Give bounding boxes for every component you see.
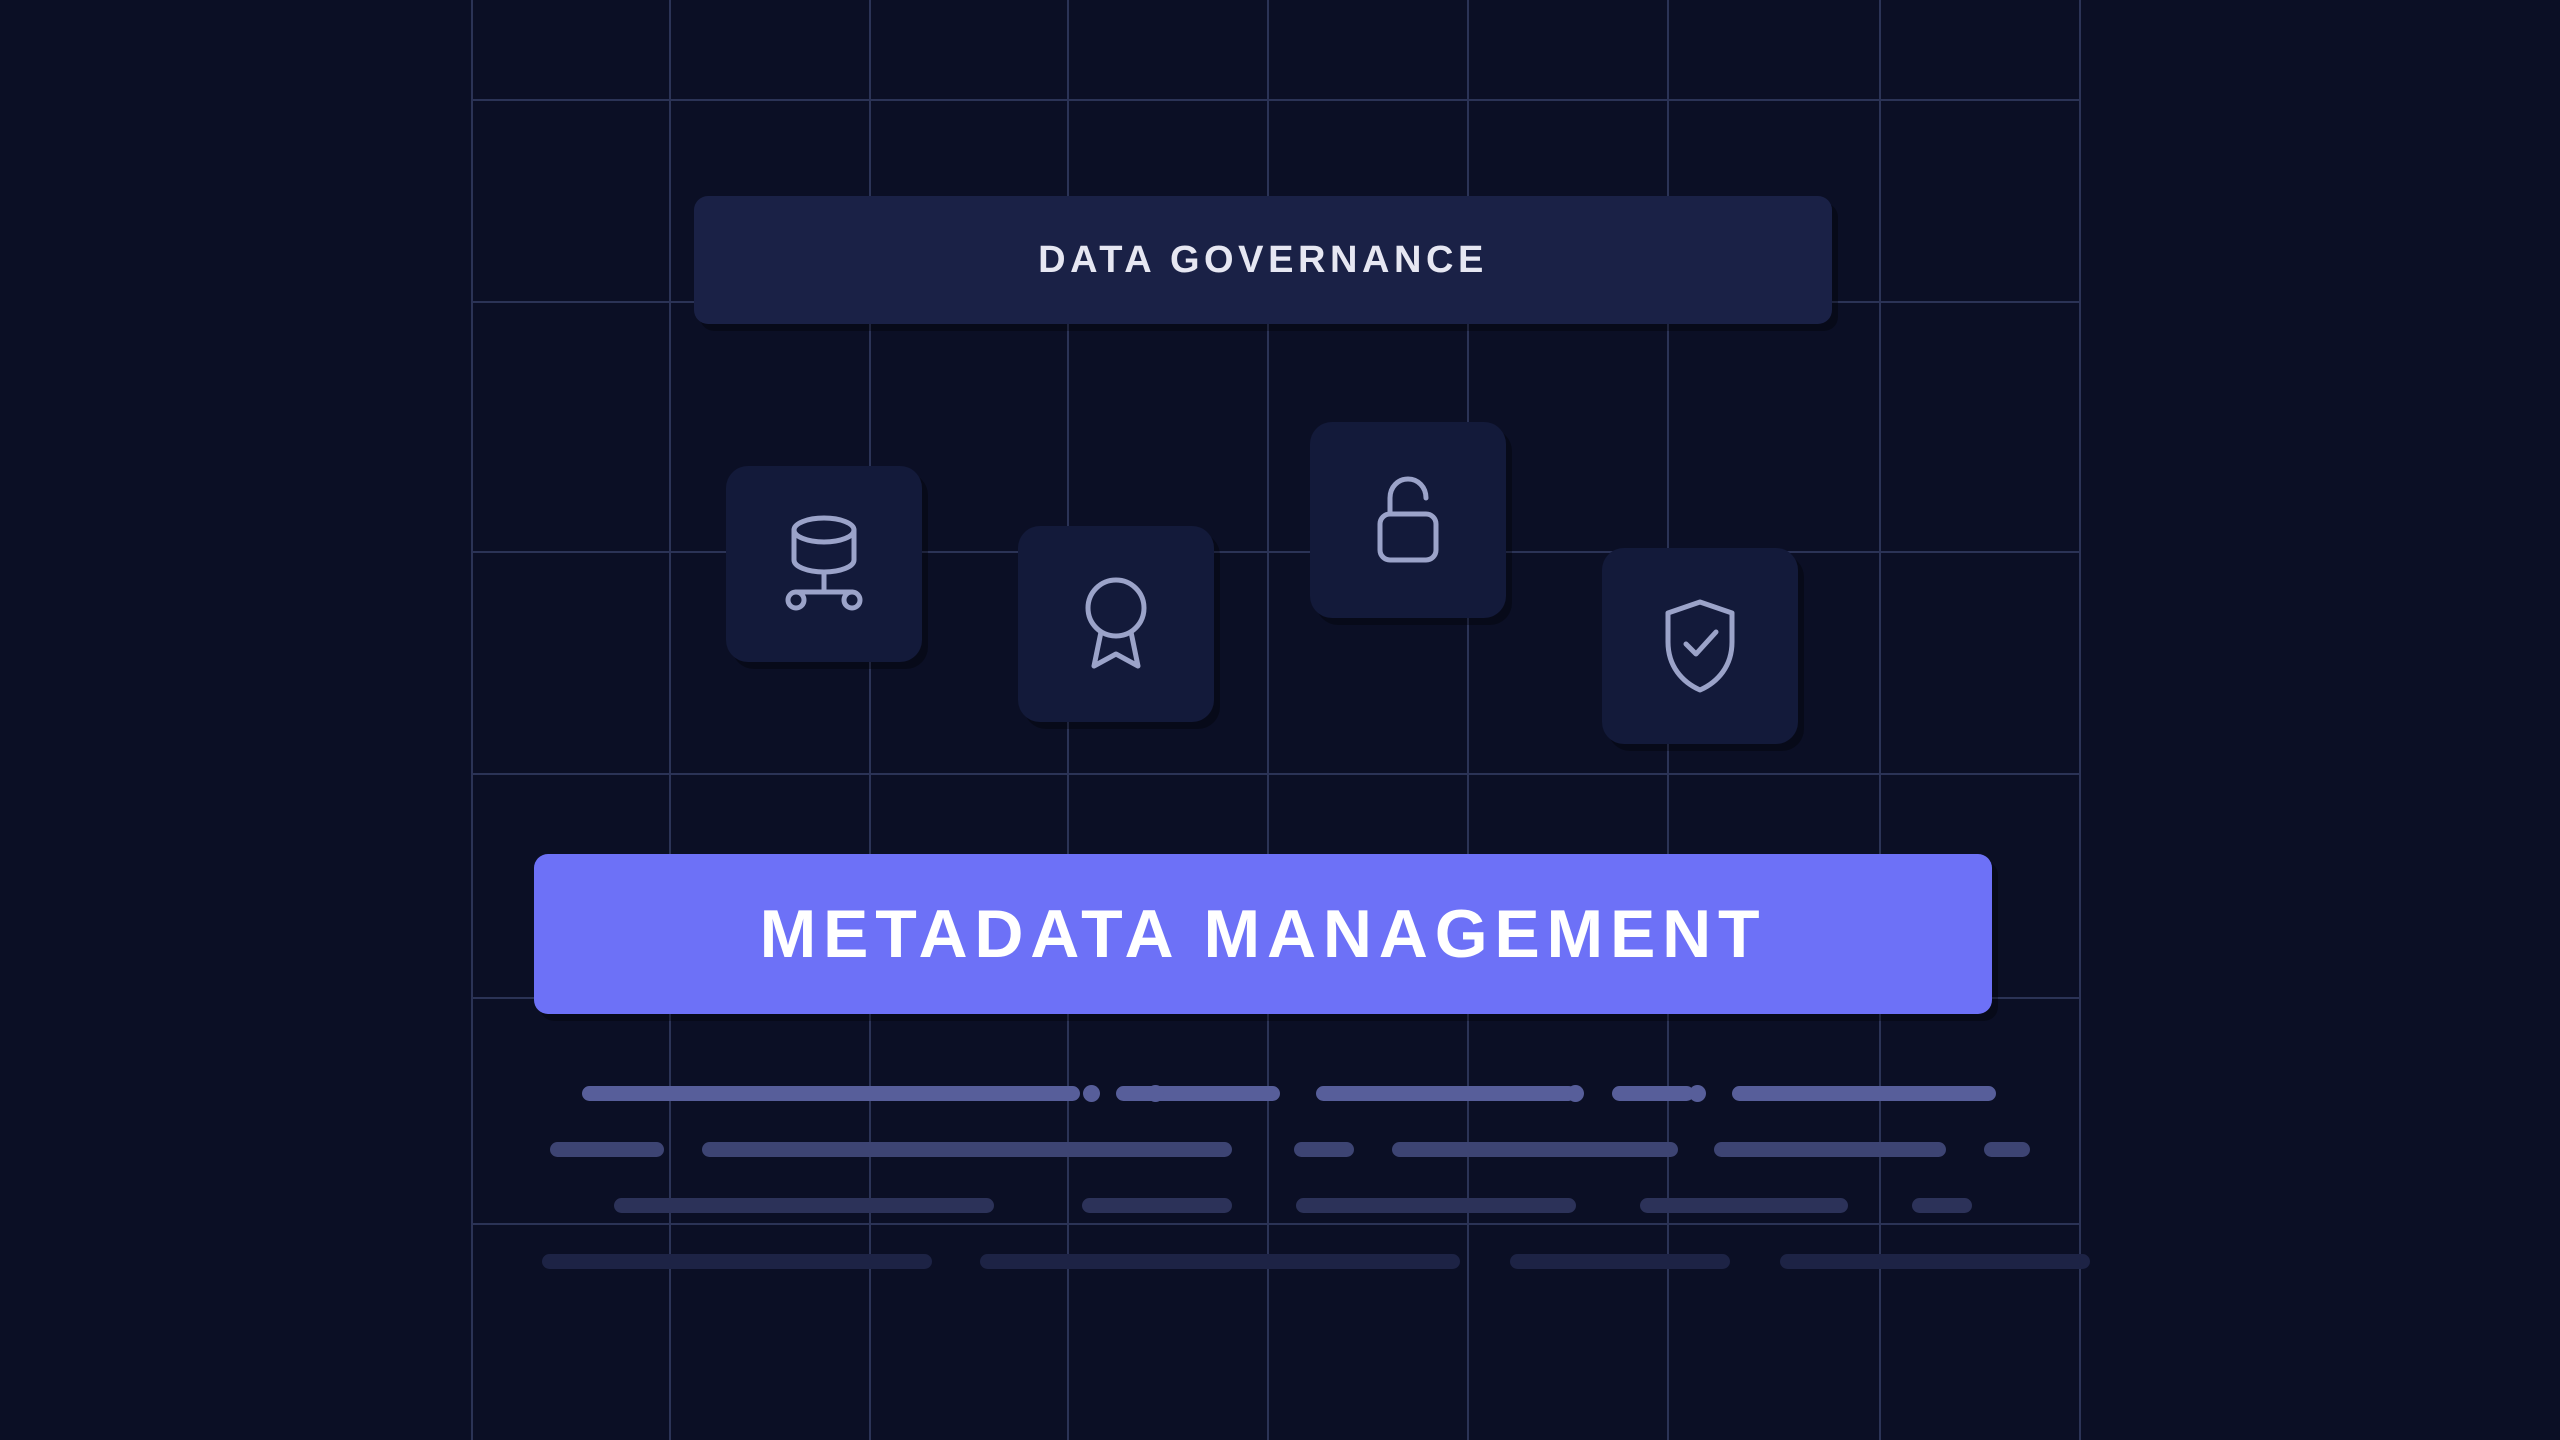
data-row-segment bbox=[1296, 1198, 1576, 1213]
data-row-segment bbox=[1082, 1198, 1232, 1213]
data-row-segment bbox=[1732, 1086, 1996, 1101]
data-row-segment bbox=[550, 1142, 664, 1157]
data-governance-panel: DATA GOVERNANCE bbox=[694, 196, 1832, 324]
database-share-icon bbox=[778, 514, 870, 614]
data-row-segment bbox=[1510, 1254, 1730, 1269]
data-row-segment bbox=[1984, 1142, 2030, 1157]
icon-card-shield bbox=[1602, 548, 1798, 744]
icon-card-database bbox=[726, 466, 922, 662]
data-row-dot bbox=[1689, 1085, 1706, 1102]
icon-card-unlock bbox=[1310, 422, 1506, 618]
data-row-segment bbox=[1912, 1198, 1972, 1213]
data-row-segment bbox=[1116, 1086, 1280, 1101]
data-row-segment bbox=[1640, 1198, 1848, 1213]
data-row-segment bbox=[980, 1254, 1460, 1269]
data-row-segment bbox=[1714, 1142, 1946, 1157]
data-row-dot bbox=[1567, 1085, 1584, 1102]
data-row-segment bbox=[1392, 1142, 1678, 1157]
data-row-segment bbox=[1780, 1254, 2090, 1269]
data-row-segment bbox=[582, 1086, 1080, 1101]
icon-card-badge bbox=[1018, 526, 1214, 722]
data-row-segment bbox=[542, 1254, 932, 1269]
data-row-dot bbox=[1083, 1085, 1100, 1102]
data-row-segment bbox=[1612, 1086, 1694, 1101]
badge-icon bbox=[1074, 572, 1158, 676]
data-governance-label: DATA GOVERNANCE bbox=[1038, 239, 1488, 282]
data-row-segment bbox=[1294, 1142, 1354, 1157]
shield-check-icon bbox=[1658, 596, 1742, 696]
data-row-segment bbox=[702, 1142, 1232, 1157]
diagram-canvas: DATA GOVERNANCE METADATA MANAGE bbox=[0, 0, 2560, 1440]
metadata-management-panel: METADATA MANAGEMENT bbox=[534, 854, 1992, 1014]
data-row-dot bbox=[1147, 1085, 1164, 1102]
data-row-segment bbox=[1316, 1086, 1576, 1101]
unlock-icon bbox=[1368, 470, 1448, 570]
data-row-segment bbox=[614, 1198, 994, 1213]
metadata-management-label: METADATA MANAGEMENT bbox=[760, 895, 1767, 973]
